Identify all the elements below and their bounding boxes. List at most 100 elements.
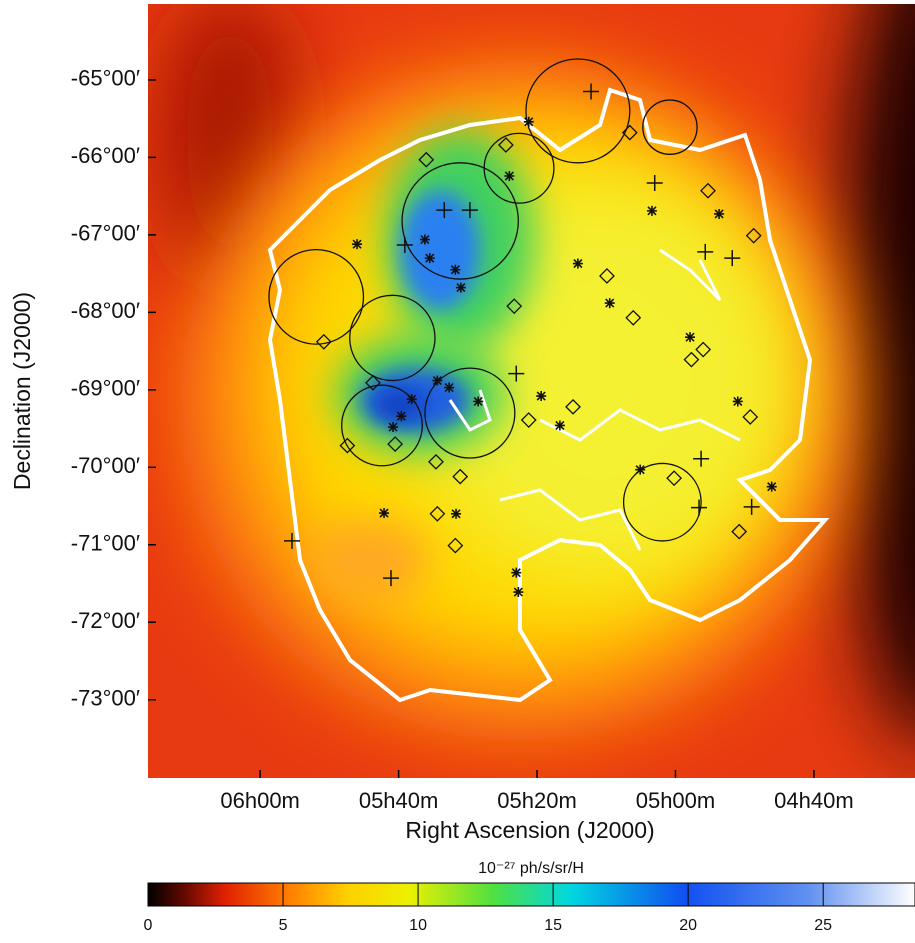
diamond-marker (497, 137, 514, 153)
diamond-marker (565, 398, 581, 415)
colorbar-tick-label: 20 (679, 917, 697, 934)
diamond-marker (621, 124, 638, 141)
asterisk-marker (352, 239, 363, 250)
asterisk-marker (504, 171, 515, 181)
region-circle (341, 384, 423, 467)
diamond-marker (365, 374, 381, 391)
cross-marker (396, 236, 413, 253)
colorbar-tick-label: 10 (409, 917, 427, 934)
y-tick-label: -71°00′ (71, 531, 140, 556)
region-circle (424, 367, 516, 459)
asterisk-marker (432, 375, 443, 386)
asterisk-marker (536, 391, 547, 402)
diamond-marker (745, 227, 762, 244)
contour (499, 488, 642, 551)
diamond-marker (625, 309, 642, 326)
x-tick-label: 06h00m (220, 788, 300, 813)
asterisk-marker (444, 382, 455, 393)
x-tick-label: 04h40m (774, 788, 854, 813)
colorbar (147, 882, 915, 907)
y-tick-label: -72°00′ (71, 608, 140, 633)
cross-marker (693, 450, 710, 467)
region-circle (401, 162, 519, 280)
asterisk-marker (424, 253, 435, 264)
contour (659, 248, 722, 302)
y-tick-label: -65°00′ (71, 66, 140, 91)
asterisk-marker (513, 587, 524, 598)
cross-marker (283, 532, 300, 549)
region-circle (642, 99, 698, 155)
colorbar-label: 10⁻²⁷ ph/s/sr/H (478, 860, 584, 877)
asterisk-marker (766, 481, 777, 492)
colorbar-tick-label: 5 (279, 917, 288, 934)
diamond-marker (599, 268, 615, 284)
diamond-marker (695, 341, 712, 358)
region-circle (622, 462, 702, 542)
cross-marker (724, 250, 741, 267)
colorbar-tick-label: 15 (544, 917, 562, 934)
y-tick-label: -69°00′ (71, 376, 140, 401)
diamond-marker (429, 505, 446, 522)
diamond-marker (418, 151, 435, 168)
diamond-marker (387, 436, 404, 452)
x-tick-label: 05h20m (497, 788, 577, 813)
cross-marker (583, 83, 600, 100)
asterisk-marker (572, 258, 583, 269)
asterisk-marker (396, 411, 407, 422)
contour (539, 408, 741, 442)
asterisk-marker (604, 298, 615, 309)
diamond-marker (447, 537, 464, 554)
asterisk-marker (451, 508, 462, 519)
diamond-marker (731, 523, 748, 540)
region-circle (349, 294, 436, 382)
region-circle (268, 248, 365, 345)
cross-marker (743, 498, 760, 515)
y-tick-label: -73°00′ (71, 686, 140, 711)
colorbar-tick-label: 25 (814, 917, 832, 934)
cross-marker (697, 243, 714, 260)
asterisk-marker (635, 464, 646, 475)
cross-marker (461, 202, 478, 219)
asterisk-marker (646, 205, 657, 216)
x-tick-label: 05h00m (636, 788, 716, 813)
colorbar-tick-label: 0 (144, 917, 153, 934)
diamond-marker (506, 298, 523, 315)
x-axis-label: Right Ascension (J2000) (405, 817, 654, 843)
diamond-marker (700, 182, 716, 199)
asterisk-marker (714, 208, 725, 219)
diamond-marker (315, 333, 332, 350)
diamond-marker (452, 468, 469, 485)
markers (268, 58, 777, 598)
asterisk-marker (732, 396, 743, 407)
cross-marker (382, 570, 399, 587)
diamond-marker (520, 412, 537, 428)
contour (448, 389, 492, 432)
contour (267, 87, 830, 703)
diamond-marker (339, 437, 356, 454)
diamond-marker (742, 409, 759, 425)
y-axis-label: Declination (J2000) (9, 292, 35, 490)
asterisk-marker (450, 264, 461, 275)
diamond-marker (683, 351, 700, 368)
cross-marker (436, 202, 453, 219)
y-tick-label: -66°00′ (71, 143, 140, 168)
cross-marker (646, 174, 663, 191)
cross-marker (691, 499, 708, 516)
x-tick-label: 05h40m (359, 788, 439, 813)
asterisk-marker (473, 396, 484, 407)
asterisk-marker (419, 234, 430, 245)
diamond-marker (666, 470, 683, 487)
y-tick-label: -67°00′ (71, 221, 140, 246)
heatmap (148, 4, 915, 778)
y-tick-label: -70°00′ (71, 453, 140, 478)
asterisk-marker (379, 508, 390, 519)
asterisk-marker (685, 332, 696, 343)
cross-marker (508, 365, 525, 382)
y-tick-label: -68°00′ (71, 298, 140, 323)
asterisk-marker (406, 394, 417, 405)
asterisk-marker (455, 282, 466, 293)
region-circle (525, 58, 631, 164)
asterisk-marker (554, 420, 565, 431)
asterisk-marker (523, 116, 534, 127)
